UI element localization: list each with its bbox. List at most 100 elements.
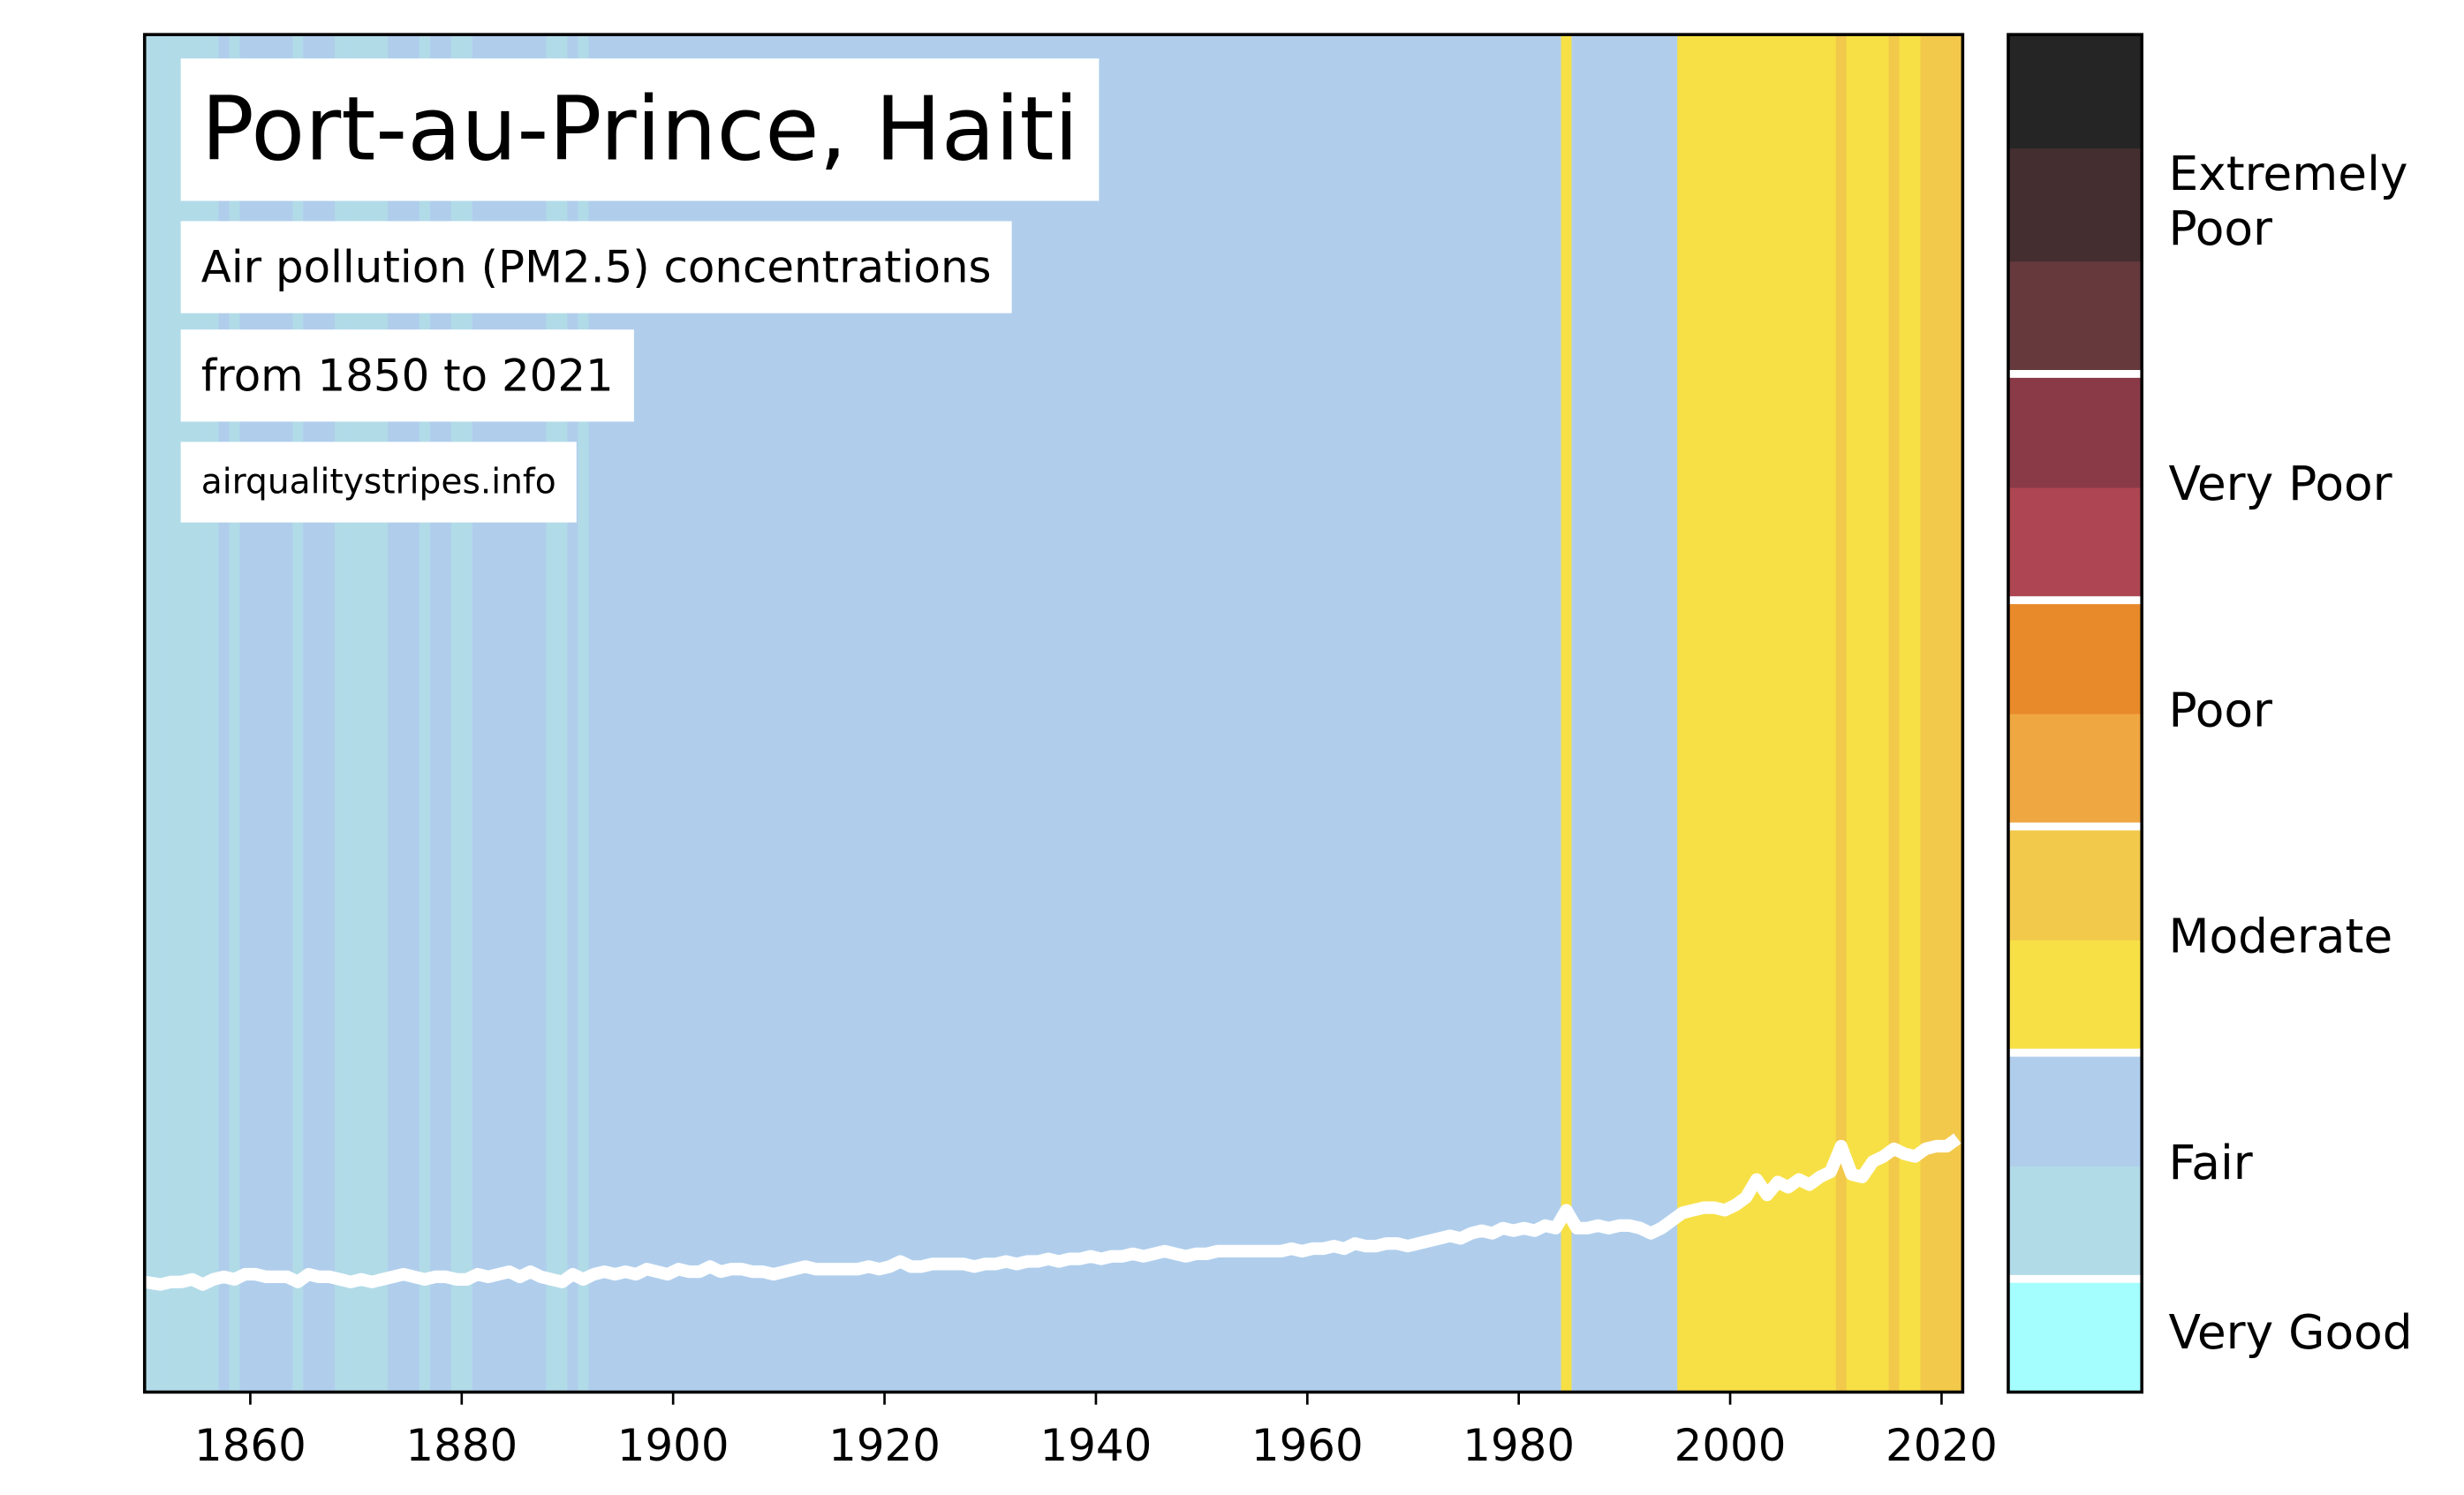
stripe: [810, 34, 822, 1393]
stripe: [1296, 34, 1309, 1393]
stripe: [726, 34, 737, 1393]
stripe: [1518, 34, 1531, 1393]
colorbar-band: [2007, 826, 2143, 940]
stripe: [1275, 34, 1288, 1393]
stripe: [1148, 34, 1160, 1393]
stripe: [1878, 34, 1890, 1393]
stripe: [705, 34, 716, 1393]
stripe: [1032, 34, 1044, 1393]
stripe: [863, 34, 875, 1393]
stripe: [1043, 34, 1054, 1393]
stripe: [1339, 34, 1350, 1393]
stripe: [905, 34, 918, 1393]
chart-title: Port-au-Prince, Haiti: [201, 79, 1078, 180]
stripe: [736, 34, 748, 1393]
stripe: [1846, 34, 1858, 1393]
stripe: [1022, 34, 1033, 1393]
stripe: [926, 34, 939, 1393]
stripe: [1054, 34, 1065, 1393]
stripe: [1476, 34, 1488, 1393]
stripe: [1328, 34, 1340, 1393]
stripe: [1677, 34, 1689, 1393]
stripe: [842, 34, 854, 1393]
title-box: [180, 58, 1100, 201]
stripe: [1095, 34, 1107, 1393]
stripe: [1412, 34, 1425, 1393]
stripe: [1741, 34, 1752, 1393]
stripe: [1106, 34, 1118, 1393]
stripe: [1931, 34, 1943, 1393]
stripe: [1465, 34, 1478, 1393]
colorbar-label: Extremely: [2168, 146, 2407, 201]
stripe: [789, 34, 801, 1393]
stripe: [1233, 34, 1245, 1393]
stripe: [831, 34, 843, 1393]
stripe: [1222, 34, 1235, 1393]
stripe: [1825, 34, 1837, 1393]
stripe: [155, 34, 167, 1393]
stripe: [1486, 34, 1499, 1393]
colorbar-band: [2007, 713, 2143, 827]
stripe: [852, 34, 865, 1393]
stripe: [1138, 34, 1150, 1393]
stripe: [1952, 34, 1964, 1393]
stripe: [1286, 34, 1298, 1393]
stripe: [969, 34, 980, 1393]
stripe: [884, 34, 896, 1393]
stripe: [1909, 34, 1922, 1393]
stripe: [820, 34, 833, 1393]
colorbar-band: [2007, 1279, 2143, 1393]
stripe: [1001, 34, 1012, 1393]
stripe: [1899, 34, 1911, 1393]
x-tick-label: 1940: [1040, 1420, 1153, 1471]
colorbar-band: [2007, 940, 2143, 1054]
x-tick-label: 1920: [828, 1420, 941, 1471]
stripe: [1550, 34, 1562, 1393]
stripe: [1656, 34, 1667, 1393]
stripe: [1423, 34, 1435, 1393]
x-tick-label: 1980: [1463, 1420, 1575, 1471]
colorbar-label: Poor: [2168, 200, 2272, 256]
stripe: [1011, 34, 1023, 1393]
stripe: [1318, 34, 1329, 1393]
colorbar-label: Very Poor: [2168, 456, 2392, 511]
colorbar-band: [2007, 600, 2143, 714]
stripe: [767, 34, 780, 1393]
stripe: [1349, 34, 1361, 1393]
stripe: [1761, 34, 1773, 1393]
stripe: [694, 34, 706, 1393]
pollution-line: [143, 1133, 1961, 1291]
stripe: [1888, 34, 1901, 1393]
stripe: [1064, 34, 1076, 1393]
stripe: [1941, 34, 1954, 1393]
colorbar-frame: [2007, 33, 2143, 1394]
stripe: [1645, 34, 1657, 1393]
stripe: [1212, 34, 1224, 1393]
stripe: [1920, 34, 1932, 1393]
stripe: [1085, 34, 1097, 1393]
stripe: [1169, 34, 1182, 1393]
stripe: [684, 34, 695, 1393]
colorbar-band: [2007, 34, 2143, 149]
stripe: [1360, 34, 1372, 1393]
stripe: [1433, 34, 1446, 1393]
stripe: [895, 34, 907, 1393]
chart-subtitle: Air pollution (PM2.5) concentrations: [201, 242, 992, 293]
x-axis: 1860 1880 1900 1920 1940 1960 1980 2000 2020: [194, 1392, 1998, 1471]
stripe: [1635, 34, 1647, 1393]
stripe: [1582, 34, 1594, 1393]
stripe: [1307, 34, 1319, 1393]
stripe: [1116, 34, 1129, 1393]
title-box: [180, 221, 1012, 313]
stripe: [757, 34, 769, 1393]
stripe: [979, 34, 991, 1393]
stripe: [652, 34, 663, 1393]
stripe: [1772, 34, 1784, 1393]
stripe: [916, 34, 928, 1393]
stripe: [1392, 34, 1403, 1393]
x-tick-label: 2020: [1886, 1420, 1998, 1471]
stripe: [715, 34, 727, 1393]
colorbar-band: [2007, 260, 2143, 375]
x-tick-label: 1880: [405, 1420, 518, 1471]
stripe: [1688, 34, 1699, 1393]
